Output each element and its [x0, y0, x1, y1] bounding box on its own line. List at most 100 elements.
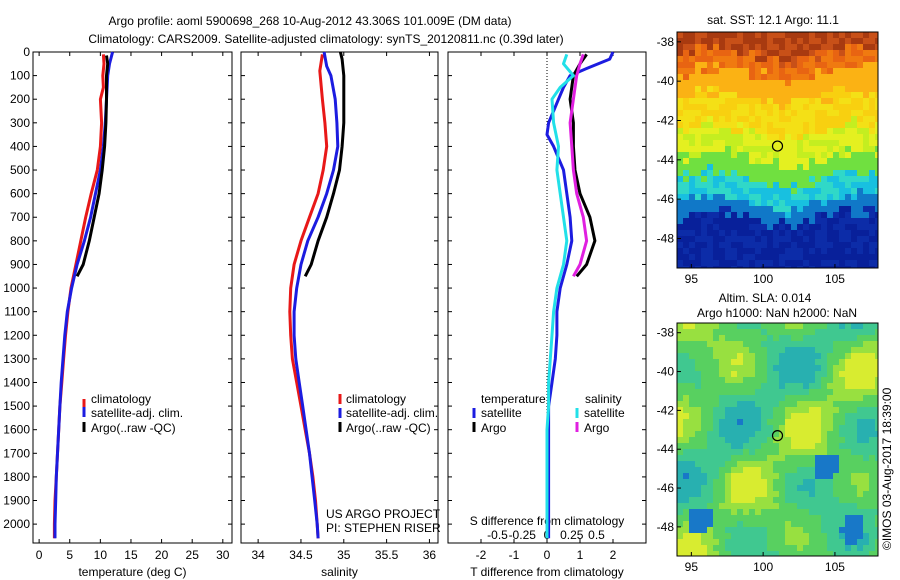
map-cell — [737, 212, 743, 218]
map-cell — [821, 329, 827, 335]
map-cell — [863, 497, 869, 503]
map-cell — [815, 497, 821, 503]
map-cell — [731, 230, 737, 236]
map-cell — [773, 545, 779, 551]
map-cell — [875, 371, 878, 377]
map-cell — [815, 473, 821, 479]
map-cell — [845, 236, 851, 242]
map-cell — [683, 158, 689, 164]
map-cell — [719, 152, 725, 158]
map-cell — [761, 74, 767, 80]
map-cell — [875, 497, 878, 503]
map-cell — [689, 455, 695, 461]
map-cell — [785, 200, 791, 206]
map-cell — [875, 230, 878, 236]
map-cell — [725, 389, 731, 395]
map-cell — [839, 473, 845, 479]
map-cell — [791, 248, 797, 254]
map-cell — [725, 413, 731, 419]
map-cell — [863, 224, 869, 230]
map-cell — [833, 545, 839, 551]
map-cell — [821, 359, 827, 365]
map-cell — [767, 419, 773, 425]
map-cell — [749, 473, 755, 479]
map-cell — [851, 164, 857, 170]
map-cell — [677, 509, 683, 515]
map-cell — [821, 74, 827, 80]
map-cell — [743, 395, 749, 401]
map-cell — [677, 431, 683, 437]
map-cell — [797, 467, 803, 473]
map-cell — [707, 377, 713, 383]
y-tick-label: 500 — [10, 163, 30, 177]
map-cell — [875, 359, 878, 365]
map-cell — [707, 401, 713, 407]
map-cell — [833, 56, 839, 62]
map-cell — [737, 335, 743, 341]
map-cell — [875, 455, 878, 461]
map-cell — [755, 359, 761, 365]
map-cell — [755, 224, 761, 230]
map-cell — [683, 260, 689, 266]
map-cell — [791, 260, 797, 266]
map-cell — [683, 545, 689, 551]
map-cell — [749, 62, 755, 68]
map-cell — [713, 539, 719, 545]
map-cell — [749, 497, 755, 503]
map-cell — [839, 365, 845, 371]
map-cell — [683, 254, 689, 260]
map-cell — [863, 335, 869, 341]
map-cell — [833, 74, 839, 80]
map-cell — [737, 242, 743, 248]
map-cell — [761, 413, 767, 419]
map-cell — [773, 62, 779, 68]
map-cell — [839, 479, 845, 485]
map-cell — [683, 341, 689, 347]
map-cell — [773, 473, 779, 479]
map-cell — [845, 62, 851, 68]
map-cell — [725, 347, 731, 353]
map-cell — [809, 413, 815, 419]
map-cell — [731, 413, 737, 419]
map-cell — [701, 194, 707, 200]
map-cell — [749, 491, 755, 497]
map-cell — [713, 491, 719, 497]
map-cell — [725, 122, 731, 128]
map-cell — [833, 188, 839, 194]
map-cell — [875, 80, 878, 86]
map-cell — [677, 353, 683, 359]
map-cell — [683, 122, 689, 128]
map-cell — [869, 134, 875, 140]
map-cell — [749, 74, 755, 80]
map-cell — [773, 122, 779, 128]
map-cell — [773, 32, 779, 38]
map-cell — [845, 266, 851, 268]
map-cell — [707, 365, 713, 371]
map-cell — [683, 134, 689, 140]
map-cell — [701, 395, 707, 401]
map-cell — [701, 461, 707, 467]
map-cell — [785, 413, 791, 419]
map-cell — [761, 194, 767, 200]
map-cell — [713, 164, 719, 170]
map-cell — [785, 353, 791, 359]
map-cell — [779, 170, 785, 176]
map-cell — [809, 110, 815, 116]
map-cell — [713, 467, 719, 473]
map-cell — [869, 116, 875, 122]
map-cell — [749, 170, 755, 176]
map-cell — [851, 248, 857, 254]
map-cell — [767, 539, 773, 545]
map-cell — [815, 146, 821, 152]
legend-argo-label: Argo(..raw -QC) — [91, 421, 176, 435]
map-cell — [677, 170, 683, 176]
map-cell — [851, 539, 857, 545]
map-cell — [833, 80, 839, 86]
map-cell — [863, 242, 869, 248]
map-cell — [851, 236, 857, 242]
map-cell — [857, 515, 863, 521]
map-cell — [677, 347, 683, 353]
map-cell — [719, 128, 725, 134]
map-cell — [683, 533, 689, 539]
map-cell — [737, 431, 743, 437]
